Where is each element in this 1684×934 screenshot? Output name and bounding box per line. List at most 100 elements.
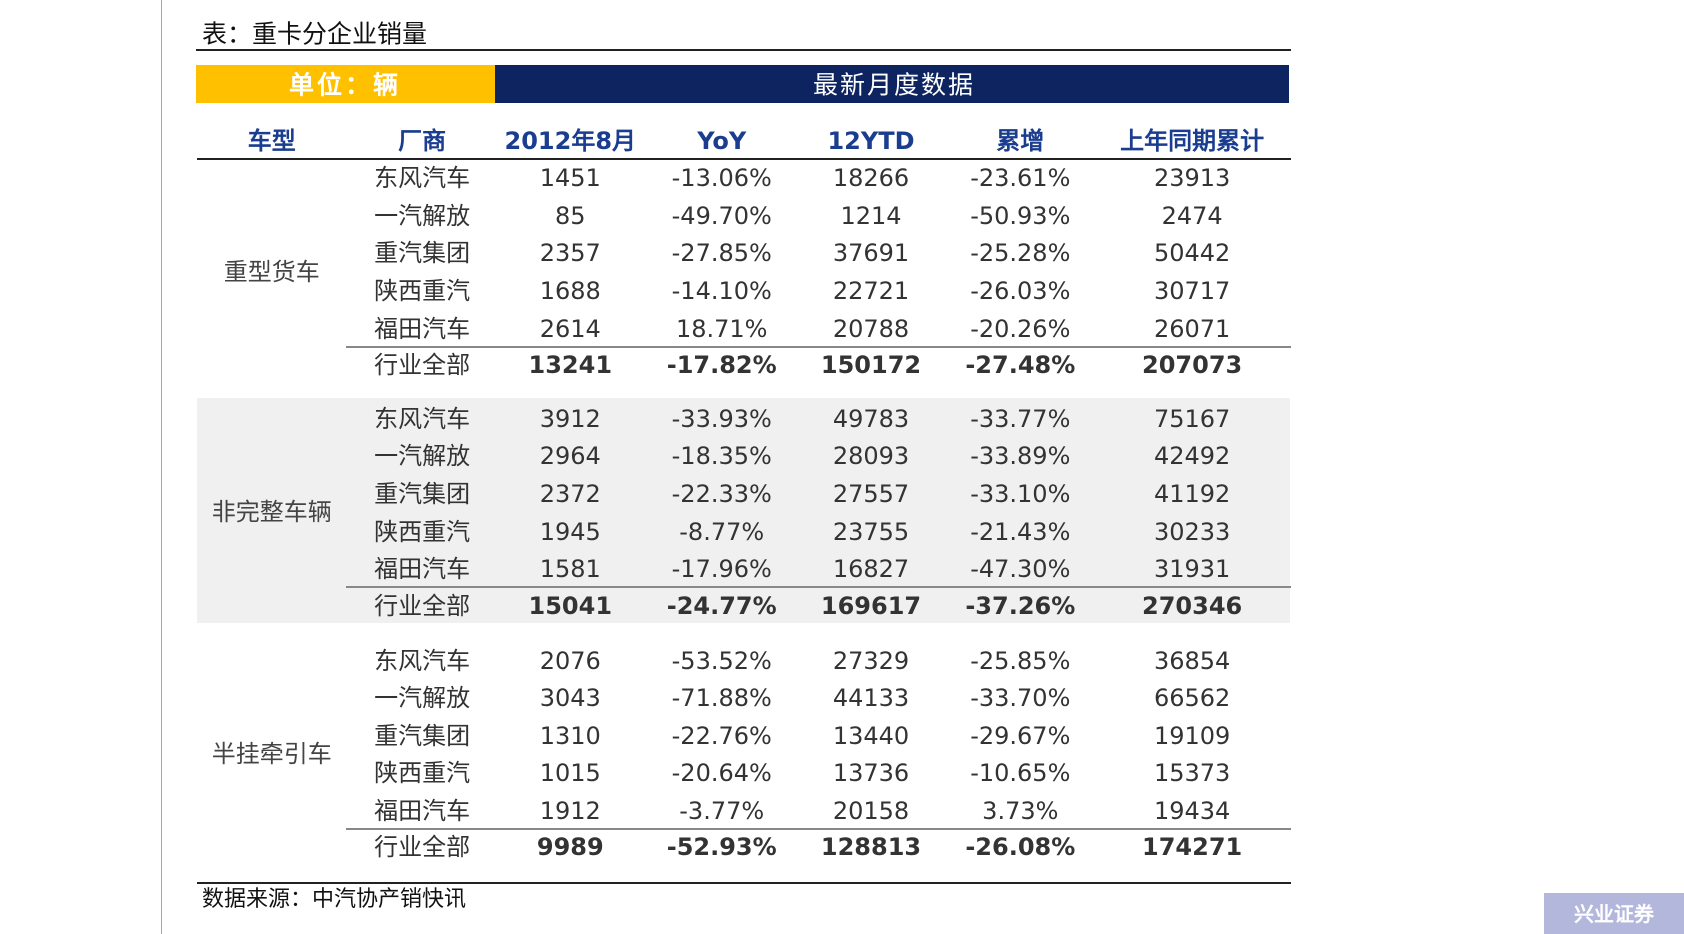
cell: 2964 xyxy=(539,442,601,471)
cell: -23.61% xyxy=(970,164,1071,193)
cell: -33.77% xyxy=(970,404,1071,433)
cell: -33.89% xyxy=(970,442,1071,471)
maker: 一汽解放 xyxy=(374,442,471,471)
unit-label: 单位：辆 xyxy=(288,70,402,100)
total-cell: -37.26% xyxy=(965,591,1076,620)
cell: 42492 xyxy=(1153,442,1231,471)
maker: 重汽集团 xyxy=(374,239,471,268)
cell: 20788 xyxy=(832,314,910,343)
cell: 44133 xyxy=(832,684,910,713)
cell: -22.33% xyxy=(671,480,772,509)
maker: 陕西重汽 xyxy=(374,517,471,546)
cell: -10.65% xyxy=(970,759,1071,788)
cell: 1581 xyxy=(539,555,601,584)
cell: -49.70% xyxy=(671,201,772,230)
total-rule xyxy=(345,586,1291,589)
total-label: 行业全部 xyxy=(374,591,471,620)
cell: 23913 xyxy=(1153,164,1231,193)
column-header: 厂商 xyxy=(398,126,447,155)
cell: 3043 xyxy=(539,684,601,713)
total-cell: -26.08% xyxy=(965,833,1076,862)
total-cell: -24.77% xyxy=(666,591,777,620)
cell: 1015 xyxy=(539,759,601,788)
cell: 31931 xyxy=(1153,555,1231,584)
table-title: 表：重卡分企业销量 xyxy=(202,19,428,49)
cell: 49783 xyxy=(832,404,910,433)
column-header: 累增 xyxy=(996,126,1045,155)
cell: 75167 xyxy=(1153,404,1231,433)
maker: 重汽集团 xyxy=(374,721,471,750)
maker: 陕西重汽 xyxy=(374,759,471,788)
cell: 27557 xyxy=(832,480,910,509)
cell: -22.76% xyxy=(671,721,772,750)
cell: -26.03% xyxy=(970,277,1071,306)
maker: 陕西重汽 xyxy=(374,277,471,306)
cell: -25.28% xyxy=(970,239,1071,268)
cell: 26071 xyxy=(1153,314,1231,343)
cell: 2614 xyxy=(539,314,601,343)
cell: 3912 xyxy=(539,404,601,433)
cell: -33.70% xyxy=(970,684,1071,713)
cell: 50442 xyxy=(1153,239,1231,268)
header-rule xyxy=(196,157,1291,160)
latest-label: 最新月度数据 xyxy=(812,70,976,100)
total-cell: 13241 xyxy=(528,351,613,380)
unit-bar xyxy=(196,65,495,103)
total-cell: 169617 xyxy=(820,591,922,620)
cell: 13736 xyxy=(832,759,910,788)
cell: 28093 xyxy=(832,442,910,471)
total-rule xyxy=(345,828,1291,831)
total-cell: -52.93% xyxy=(666,833,777,862)
cell: -25.85% xyxy=(970,646,1071,675)
cell: 36854 xyxy=(1153,646,1231,675)
cell: -53.52% xyxy=(671,646,772,675)
maker: 一汽解放 xyxy=(374,201,471,230)
vehicle-type: 非完整车辆 xyxy=(211,498,332,527)
cell: -18.35% xyxy=(671,442,772,471)
cell: -29.67% xyxy=(970,721,1071,750)
cell: 15373 xyxy=(1153,759,1231,788)
cell: 30233 xyxy=(1153,517,1231,546)
cell: 22721 xyxy=(832,277,910,306)
left-rule xyxy=(161,0,162,934)
cell: 30717 xyxy=(1153,277,1231,306)
cell: 66562 xyxy=(1153,684,1231,713)
total-cell: 174271 xyxy=(1142,833,1243,862)
vehicle-type: 重型货车 xyxy=(223,257,320,286)
maker: 福田汽车 xyxy=(374,555,471,584)
cell: -27.85% xyxy=(671,239,772,268)
cell: 37691 xyxy=(832,239,910,268)
column-header: 12YTD xyxy=(827,126,915,155)
cell: 18.71% xyxy=(675,314,768,343)
column-header: 车型 xyxy=(247,126,296,155)
bottom-rule xyxy=(196,881,1291,884)
cell: 1451 xyxy=(539,164,601,193)
total-cell: 15041 xyxy=(528,591,613,620)
total-cell: 207073 xyxy=(1142,351,1243,380)
maker: 福田汽车 xyxy=(374,796,471,825)
source: 数据来源：中汽协产销快讯 xyxy=(202,887,467,912)
cell: -47.30% xyxy=(970,555,1071,584)
title-rule xyxy=(196,49,1291,51)
cell: 13440 xyxy=(832,721,910,750)
group-band xyxy=(196,398,1290,623)
cell: 2372 xyxy=(539,480,601,509)
total-cell: -17.82% xyxy=(666,351,777,380)
watermark-box xyxy=(1544,893,1684,934)
cell: 2076 xyxy=(539,646,601,675)
total-cell: 9989 xyxy=(536,833,604,862)
cell: 2474 xyxy=(1161,201,1223,230)
cell: -3.77% xyxy=(679,796,765,825)
cell: 18266 xyxy=(832,164,910,193)
cell: 19434 xyxy=(1153,796,1231,825)
cell: 1912 xyxy=(539,796,601,825)
cell: 85 xyxy=(555,201,586,230)
cell: 19109 xyxy=(1153,721,1231,750)
maker: 重汽集团 xyxy=(374,480,471,509)
maker: 东风汽车 xyxy=(374,404,471,433)
cell: 1214 xyxy=(840,201,902,230)
cell: 16827 xyxy=(832,555,910,584)
cell: -33.93% xyxy=(671,404,772,433)
cell: 2357 xyxy=(539,239,601,268)
maker: 一汽解放 xyxy=(374,684,471,713)
